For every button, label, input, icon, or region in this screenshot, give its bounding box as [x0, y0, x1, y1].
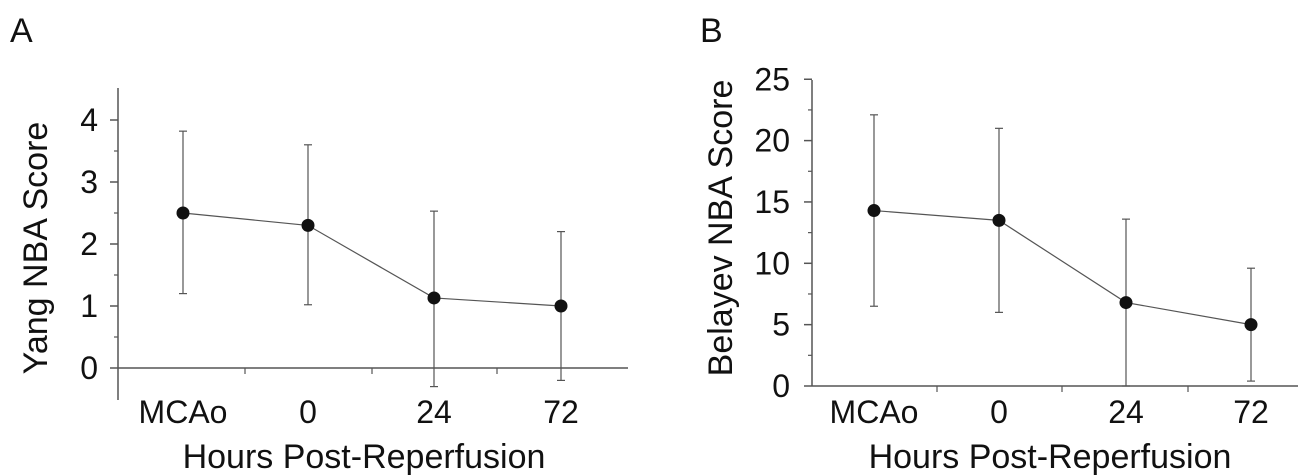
x-tick-label: MCAo [139, 394, 228, 430]
x-tick-label: 72 [1233, 394, 1269, 430]
x-tick-label: 0 [299, 394, 317, 430]
panel-a: A Yang NBA Score 0 1 2 3 4 MCAo 0 24 72 … [10, 12, 628, 476]
series-line [873, 209, 1252, 326]
x-tick-label: 0 [990, 394, 1008, 430]
x-tick-labels-b: MCAo 0 24 72 [830, 394, 1269, 430]
data-point [992, 213, 1006, 227]
y-tick-label: 4 [80, 102, 98, 138]
y-tick-label: 0 [80, 350, 98, 386]
series-b [867, 114, 1258, 387]
series-a [176, 130, 568, 388]
x-tick-labels-a: MCAo 0 24 72 [139, 394, 579, 430]
y-tick-label: 20 [754, 123, 790, 159]
x-tick-label: 24 [416, 394, 452, 430]
panel-b: B Belayev NBA Score 0 5 10 15 20 25 MCAo… [700, 12, 1298, 476]
y-tick-label: 25 [754, 61, 790, 97]
y-axis-a [110, 88, 119, 400]
data-point [867, 204, 881, 218]
y-tick-label: 15 [754, 184, 790, 220]
y-tick-label: 0 [772, 368, 790, 404]
x-axis-a [118, 367, 628, 374]
data-point [1119, 296, 1133, 310]
data-point [301, 218, 315, 232]
x-axis-title-b: Hours Post-Reperfusion [869, 438, 1232, 476]
y-tick-labels-b: 0 5 10 15 20 25 [754, 61, 790, 404]
y-axis-title-b: Belayev NBA Score [702, 80, 740, 377]
panel-label-a: A [10, 12, 33, 50]
data-point [176, 206, 190, 220]
y-tick-label: 3 [80, 164, 98, 200]
series-line [182, 212, 562, 307]
y-tick-labels-a: 0 1 2 3 4 [80, 102, 98, 386]
y-tick-label: 1 [80, 288, 98, 324]
x-tick-label: MCAo [830, 394, 919, 430]
data-point [554, 299, 568, 313]
y-tick-label: 10 [754, 245, 790, 281]
x-tick-label: 72 [543, 394, 579, 430]
x-tick-label: 24 [1108, 394, 1144, 430]
y-axis-title-a: Yang NBA Score [17, 122, 55, 375]
data-point [1244, 318, 1258, 332]
panel-label-b: B [700, 12, 723, 50]
x-axis-title-a: Hours Post-Reperfusion [183, 438, 546, 476]
x-axis-b [812, 385, 1298, 392]
data-point [427, 291, 441, 305]
y-tick-label: 2 [80, 226, 98, 262]
y-tick-label: 5 [772, 307, 790, 343]
y-axis-b [804, 78, 813, 387]
